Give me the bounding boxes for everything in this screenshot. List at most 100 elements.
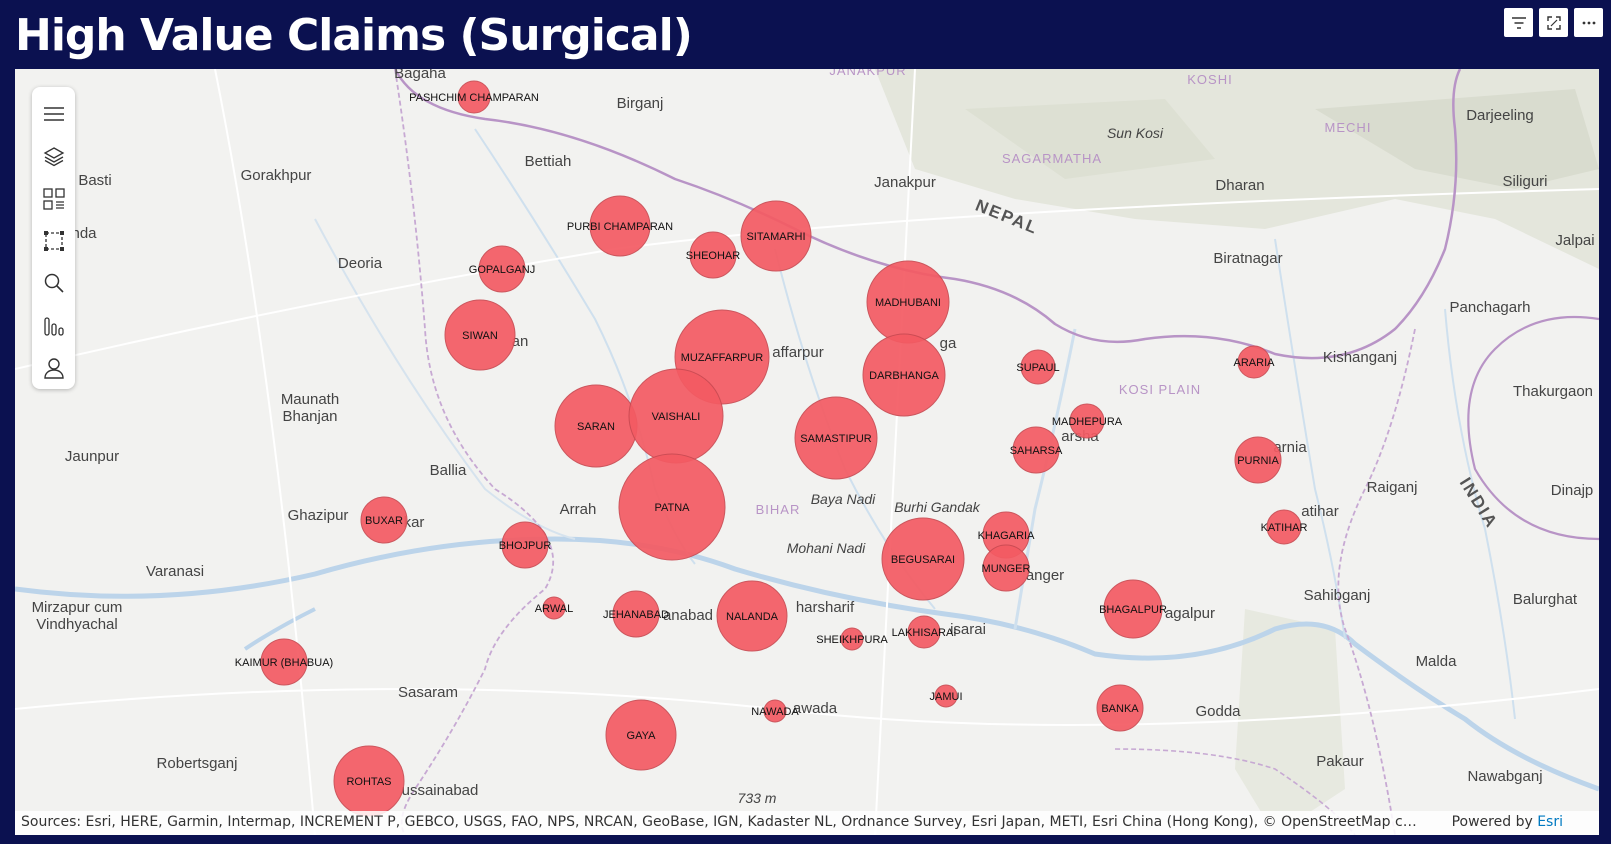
district-bubble[interactable]: PASHCHIM CHAMPARAN [409,80,539,114]
menu-icon[interactable] [37,98,71,131]
district-bubble[interactable]: VAISHALI [628,368,724,464]
district-bubble-circle[interactable] [1096,684,1144,732]
district-bubble[interactable]: SAHARSA [1010,426,1063,474]
district-bubble[interactable]: LAKHISARAI [892,615,957,649]
district-bubble[interactable]: KHAGARIA [978,511,1036,559]
district-bubble[interactable]: SIWAN [444,299,516,371]
place-label: Nawabganj [1467,768,1542,785]
district-bubble-circle[interactable] [501,521,549,569]
district-bubble[interactable]: MADHUBANI [866,260,950,344]
district-bubble-circle[interactable] [740,200,812,272]
place-label: Jalpai [1555,232,1594,249]
district-bubble-circle[interactable] [862,333,946,417]
district-bubble[interactable]: PATNA [618,453,726,561]
district-bubble[interactable]: ARWAL [535,596,574,620]
district-bubble[interactable]: PURNIA [1234,436,1282,484]
district-bubble-circle[interactable] [618,453,726,561]
district-bubble[interactable]: MADHEPURA [1052,403,1123,439]
place-label: Kishanganj [1323,349,1397,366]
analytics-icon[interactable] [37,309,71,342]
district-bubble-circle[interactable] [1266,509,1302,545]
district-bubble-circle[interactable] [982,544,1030,592]
map-canvas[interactable]: Bagaha Birganj JANAKPUR KOSHI Bettiah Gorakhp… [15,69,1599,835]
district-bubble[interactable]: ARARIA [1234,345,1276,379]
district-bubble[interactable]: BHOJPUR [499,521,552,569]
place-label: 733 m [738,790,777,806]
district-bubble[interactable]: SARAN [554,384,638,468]
district-bubble[interactable]: NALANDA [716,580,788,652]
district-bubble[interactable]: GAYA [605,699,677,771]
district-bubble-circle[interactable] [478,245,526,293]
district-label: BANKA [1101,703,1139,715]
district-bubble-circle[interactable] [689,231,737,279]
focus-mode-icon[interactable] [1539,8,1568,37]
district-bubble-circle[interactable] [1237,345,1271,379]
district-bubble-circle[interactable] [934,684,958,708]
district-bubble-circle[interactable] [1234,436,1282,484]
district-bubble-circle[interactable] [457,80,491,114]
district-bubble[interactable]: GOPALGANJ [469,245,535,293]
district-bubble-circle[interactable] [716,580,788,652]
filter-icon[interactable] [1504,8,1533,37]
district-label: JEHANABAD [603,609,669,621]
place-label: ga [940,335,957,352]
place-label: Bettiah [525,153,572,170]
place-label: KOSI PLAIN [1119,382,1201,397]
district-bubble[interactable]: SHEIKHPURA [816,627,888,651]
district-bubble[interactable]: KAIMUR (BHABUA) [235,638,333,686]
district-label: BUXAR [365,515,403,527]
search-icon[interactable] [37,267,71,300]
place-label: Bagaha [394,69,446,82]
district-bubble-circle[interactable] [840,627,864,651]
district-bubble[interactable]: BANKA [1096,684,1144,732]
district-bubble-circle[interactable] [763,699,787,723]
district-bubble[interactable]: NAWADA [751,699,799,723]
district-bubble[interactable]: PURBI CHAMPARAN [567,195,673,257]
district-bubble-circle[interactable] [542,596,566,620]
place-label: Dinajp [1551,482,1594,499]
district-bubble[interactable]: SUPAUL [1016,349,1060,385]
district-bubble-circle[interactable] [360,496,408,544]
district-bubble[interactable]: JEHANABAD [603,590,669,638]
district-bubble-circle[interactable] [794,396,878,480]
district-bubble-circle[interactable] [907,615,941,649]
esri-link[interactable]: Esri [1537,814,1563,830]
district-bubble-circle[interactable] [260,638,308,686]
district-bubble[interactable]: ROHTAS [333,745,405,817]
district-label: ROHTAS [346,776,391,788]
district-bubble[interactable]: BUXAR [360,496,408,544]
district-label: KHAGARIA [978,530,1036,542]
district-label: PURNIA [1237,455,1279,467]
district-bubble[interactable]: JAMUI [930,684,963,708]
select-icon[interactable] [37,224,71,257]
more-options-icon[interactable] [1574,8,1603,37]
district-bubble[interactable]: KATIHAR [1261,509,1308,545]
district-bubble[interactable]: BEGUSARAI [881,517,965,601]
district-bubble[interactable]: SAMASTIPUR [794,396,878,480]
district-bubble[interactable]: SITAMARHI [740,200,812,272]
district-bubble-circle[interactable] [612,590,660,638]
district-bubble-circle[interactable] [1069,403,1105,439]
district-bubble-circle[interactable] [589,195,651,257]
place-label: Mirzapur cum [32,599,123,616]
place-label: isarai [950,621,986,638]
attribution-sources: Sources: Esri, HERE, Garmin, Intermap, I… [21,814,1421,830]
district-bubble-circle[interactable] [881,517,965,601]
district-label: VAISHALI [652,411,701,423]
layers-icon[interactable] [37,140,71,173]
user-icon[interactable] [37,351,71,384]
district-bubble-circle[interactable] [444,299,516,371]
district-bubble[interactable]: DARBHANGA [862,333,946,417]
district-bubble[interactable]: BHAGALPUR [1099,579,1167,639]
district-bubble[interactable]: MUNGER [982,544,1031,592]
district-bubble-circle[interactable] [1020,349,1056,385]
district-label: PURBI CHAMPARAN [567,221,673,233]
district-bubble[interactable]: SHEOHAR [686,231,740,279]
district-bubble-circle[interactable] [1012,426,1060,474]
district-label: NALANDA [726,611,779,623]
district-label: SIWAN [462,330,498,342]
place-label: affarpur [772,344,823,361]
legend-icon[interactable] [37,182,71,215]
district-bubble-circle[interactable] [605,699,677,771]
district-bubble-circle[interactable] [1103,579,1163,639]
